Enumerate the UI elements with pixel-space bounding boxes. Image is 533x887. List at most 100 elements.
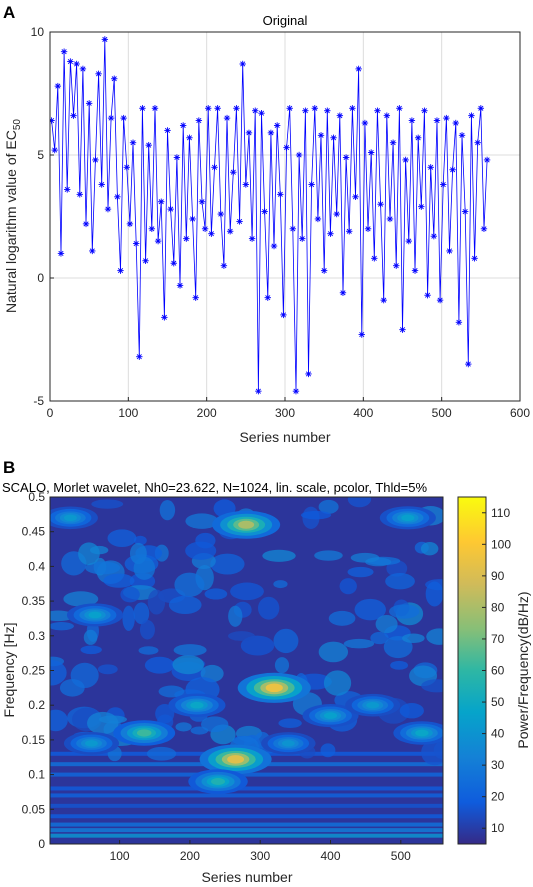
- heatmap-blob: [318, 641, 349, 663]
- colorbar-tick-label: 70: [491, 632, 505, 646]
- heatmap-hotspot: [237, 672, 311, 703]
- colorbar-tick-label: 20: [491, 790, 505, 804]
- data-point: [455, 319, 463, 326]
- x-tick-label: 300: [275, 406, 295, 420]
- data-point: [248, 235, 256, 242]
- data-point: [107, 114, 115, 122]
- data-point: [117, 267, 124, 274]
- heatmap-blob: [185, 513, 219, 529]
- data-point: [283, 144, 290, 151]
- data-point: [427, 164, 434, 171]
- y-tick-label: 0: [38, 837, 45, 851]
- heatmap-blob: [59, 679, 85, 697]
- data-point: [89, 247, 96, 255]
- colorbar-tick-label: 110: [491, 506, 510, 520]
- colorbar-tick-label: 50: [491, 695, 505, 709]
- heatmap-blob: [173, 644, 207, 657]
- data-point: [164, 127, 171, 134]
- heatmap-hotspot: [66, 603, 124, 627]
- data-point: [64, 186, 71, 193]
- data-point: [305, 370, 312, 378]
- data-point: [230, 169, 237, 176]
- y-tick-label: 0.3: [28, 629, 45, 643]
- colorbar-tick-label: 10: [491, 821, 505, 835]
- heatmap-band: [50, 803, 443, 808]
- x-tick-label: 200: [197, 406, 217, 420]
- data-point: [226, 228, 234, 235]
- colorbar-tick-label: 90: [491, 569, 505, 583]
- data-point: [123, 164, 130, 171]
- heatmap-blob: [85, 561, 121, 575]
- heatmap-blob: [323, 670, 352, 696]
- heatmap-blob: [421, 739, 443, 766]
- heatmap-hotspot: [302, 704, 359, 728]
- heatmap-blob: [421, 679, 443, 693]
- colorbar-tick-label: 30: [491, 758, 505, 772]
- heatmap-blob: [133, 556, 156, 580]
- data-point: [104, 205, 112, 213]
- heatmap-blob: [278, 718, 302, 729]
- data-point: [101, 36, 109, 43]
- data-point: [255, 387, 262, 395]
- data-point: [327, 230, 334, 237]
- data-point: [176, 282, 184, 289]
- heatmap-hotspot: [393, 721, 443, 745]
- data-point: [258, 109, 265, 117]
- data-point: [208, 230, 215, 237]
- x-tick-label: 100: [118, 406, 138, 420]
- data-point: [211, 164, 218, 171]
- heatmap-blob: [63, 591, 99, 607]
- data-point: [126, 220, 134, 228]
- colorbar-tick-label: 40: [491, 727, 505, 741]
- data-point: [233, 105, 240, 112]
- data-point: [377, 201, 384, 208]
- data-point: [471, 255, 478, 262]
- heatmap-hotspot: [168, 693, 226, 717]
- data-point: [352, 193, 359, 201]
- heatmap-hotspot: [212, 510, 281, 539]
- heatmap-blob: [343, 638, 375, 649]
- y-tick-label: 0.25: [22, 664, 46, 678]
- data-point: [402, 156, 409, 164]
- data-point: [361, 119, 369, 127]
- data-point: [286, 105, 293, 112]
- data-point: [267, 129, 275, 137]
- y-tick-label: 0.5: [28, 490, 45, 504]
- data-point: [98, 181, 105, 188]
- heatmap-blob: [420, 541, 439, 556]
- data-point: [120, 114, 127, 122]
- x-tick-label: 0: [47, 406, 54, 420]
- data-point: [179, 122, 187, 129]
- data-point: [73, 60, 80, 68]
- y-tick-label: 0.05: [22, 802, 46, 816]
- data-point: [421, 107, 428, 114]
- x-tick-label: 400: [353, 406, 373, 420]
- data-point: [411, 267, 419, 274]
- data-point: [346, 228, 353, 235]
- heatmap-hotspot: [199, 744, 272, 775]
- data-point: [292, 387, 300, 395]
- data-point: [173, 154, 181, 161]
- data-point: [51, 146, 58, 154]
- data-point: [396, 105, 403, 112]
- data-point: [132, 240, 140, 247]
- heatmap-blob: [98, 715, 127, 724]
- heatmap-blob: [389, 604, 420, 619]
- heatmap-blob: [91, 499, 124, 509]
- data-point: [474, 139, 481, 146]
- data-point: [465, 360, 472, 368]
- x-tick-label: 100: [110, 849, 130, 863]
- colorbar: [457, 496, 487, 845]
- heatmap-blob: [273, 580, 288, 589]
- heatmap-blob: [138, 646, 159, 655]
- data-point: [139, 105, 146, 112]
- y-tick-label: 0.15: [22, 733, 46, 747]
- heatmap-blob: [50, 709, 68, 732]
- data-point: [183, 235, 190, 242]
- data-point: [289, 225, 297, 232]
- data-point: [380, 296, 387, 304]
- heatmap-hotspot: [379, 506, 436, 530]
- data-point: [330, 134, 337, 141]
- data-point: [195, 117, 203, 124]
- heatmap-blob: [158, 685, 185, 698]
